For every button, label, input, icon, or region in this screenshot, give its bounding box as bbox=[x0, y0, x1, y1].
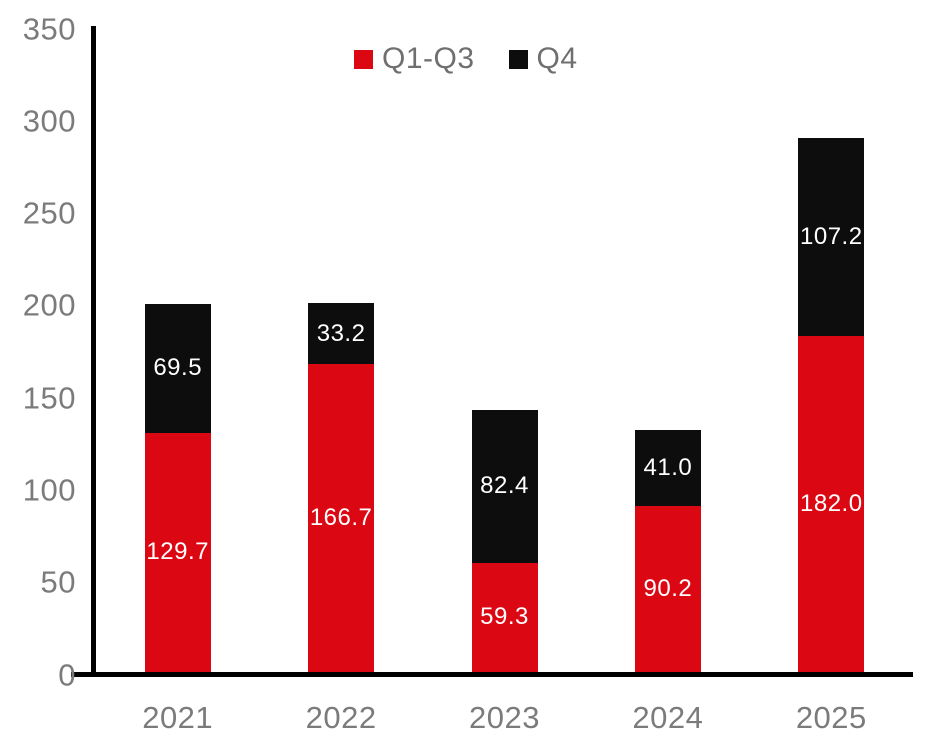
x-tick-label-2025: 2025 bbox=[795, 700, 867, 735]
x-axis-line bbox=[71, 672, 913, 677]
value-label: 182.0 bbox=[800, 490, 863, 518]
value-label: 166.7 bbox=[309, 504, 373, 532]
bar-segment-q1-q3-2021: 129.7 bbox=[144, 432, 211, 672]
bar-segment-q1-q3-2024: 90.2 bbox=[634, 505, 701, 672]
value-label: 129.7 bbox=[146, 538, 209, 566]
value-label: 107.2 bbox=[800, 223, 863, 251]
y-tick-label: 250 bbox=[22, 195, 76, 231]
value-label: 90.2 bbox=[643, 574, 693, 602]
x-tick-label-2023: 2023 bbox=[469, 700, 540, 735]
legend: Q1-Q3 Q4 bbox=[354, 44, 578, 74]
bar-segment-q1-q3-2023: 59.3 bbox=[471, 562, 538, 672]
legend-marker-icon bbox=[354, 49, 373, 69]
y-axis-line bbox=[91, 26, 96, 677]
bar-segment-q4-2023: 82.4 bbox=[471, 410, 538, 563]
y-tick-label: 350 bbox=[22, 11, 76, 46]
y-tick-label: 50 bbox=[40, 564, 76, 600]
value-label: 59.3 bbox=[480, 603, 529, 631]
bar-segment-q4-2025: 107.2 bbox=[798, 138, 865, 337]
value-label: 33.2 bbox=[316, 319, 366, 347]
bar-segment-q4-2024: 41.0 bbox=[634, 429, 701, 506]
x-tick-label-2022: 2022 bbox=[305, 700, 377, 735]
bar-segment-q1-q3-2025: 182.0 bbox=[798, 336, 865, 672]
legend-label: Q4 bbox=[536, 42, 578, 75]
x-tick-label-2024: 2024 bbox=[632, 700, 704, 735]
y-tick-label: 200 bbox=[22, 287, 76, 323]
legend-label: Q1-Q3 bbox=[382, 42, 475, 75]
y-tick-label: 150 bbox=[22, 380, 76, 416]
bar-segment-q4-2021: 69.5 bbox=[144, 304, 211, 433]
y-tick-label: 0 bbox=[58, 657, 76, 692]
value-label: 41.0 bbox=[643, 453, 693, 481]
y-tick-label: 300 bbox=[22, 103, 76, 139]
x-tick-label-2021: 2021 bbox=[142, 700, 214, 735]
y-tick-label: 100 bbox=[22, 472, 76, 508]
bar-segment-q4-2022: 33.2 bbox=[308, 303, 375, 365]
legend-item-q1-q3: Q1-Q3 bbox=[354, 44, 475, 74]
legend-marker-icon bbox=[508, 49, 528, 69]
value-label: 69.5 bbox=[153, 354, 203, 382]
bar-segment-q1-q3-2022: 166.7 bbox=[308, 364, 375, 672]
legend-item-q4: Q4 bbox=[508, 42, 578, 75]
value-label: 82.4 bbox=[480, 472, 529, 500]
